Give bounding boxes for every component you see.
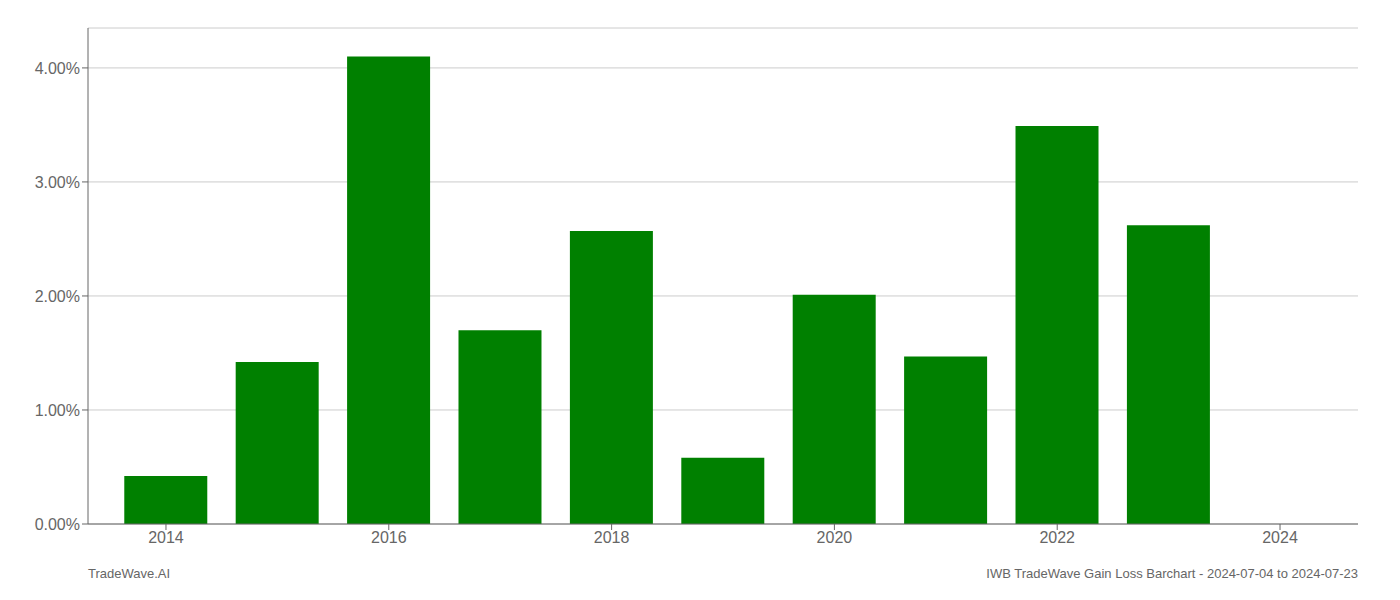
svg-text:2016: 2016	[371, 529, 407, 546]
svg-text:0.00%: 0.00%	[35, 516, 80, 533]
svg-text:2.00%: 2.00%	[35, 288, 80, 305]
html-text:TradeWave.AI: TradeWave.AI	[88, 566, 171, 581]
svg-text:2022: 2022	[1039, 529, 1075, 546]
svg-text:2014: 2014	[148, 529, 184, 546]
svg-text:3.00%: 3.00%	[35, 174, 80, 191]
svg-text:1.00%: 1.00%	[35, 402, 80, 419]
svg-text:2024: 2024	[1262, 529, 1298, 546]
svg-text:2020: 2020	[817, 529, 853, 546]
svg-text:4.00%: 4.00%	[35, 60, 80, 77]
svg-text:2018: 2018	[594, 529, 630, 546]
html-text:IWB TradeWave Gain Loss Barcha: IWB TradeWave Gain Loss Barchart - 2024-…	[986, 566, 1358, 581]
